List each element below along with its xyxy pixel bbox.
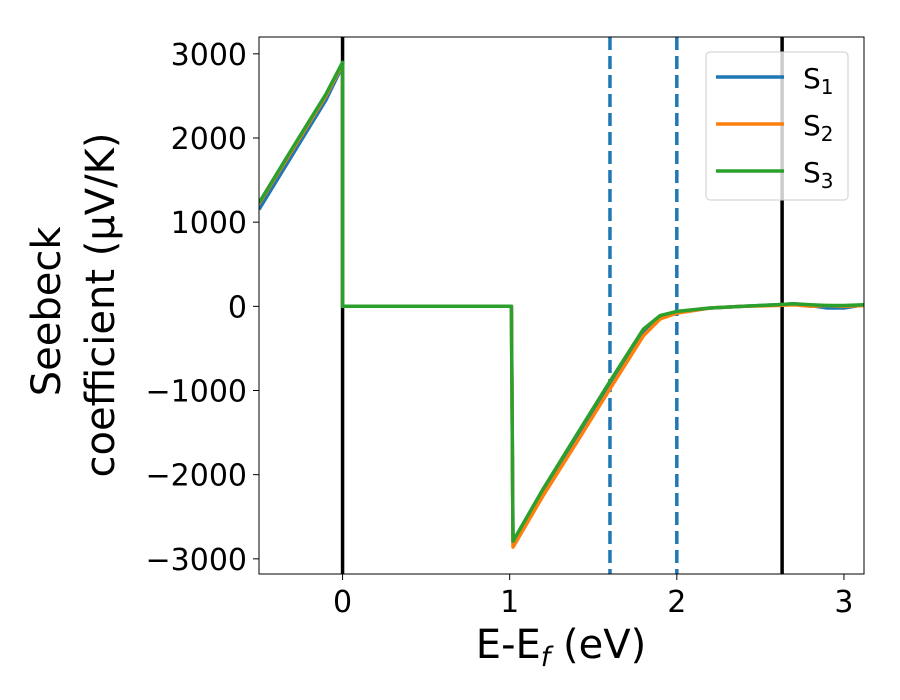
x-tick-label: 2 bbox=[667, 585, 686, 620]
y-tick-label: 0 bbox=[228, 290, 247, 325]
legend-box bbox=[705, 51, 849, 201]
legend: S1 S2 S3 bbox=[705, 51, 849, 201]
x-tick-label: 1 bbox=[500, 585, 519, 620]
y-tick-label: 1000 bbox=[171, 206, 247, 241]
y-tick-label: 3000 bbox=[171, 38, 247, 73]
x-tick-label: 3 bbox=[834, 585, 853, 620]
y-tick-label: −3000 bbox=[146, 543, 247, 578]
series-line-s3 bbox=[259, 60, 864, 543]
y-tick-label: 2000 bbox=[171, 122, 247, 157]
plot-frame bbox=[258, 36, 865, 575]
y-axis: −3000 −2000 −1000 0 1000 2000 3000 bbox=[146, 38, 259, 578]
legend-label-s3: S3 bbox=[803, 156, 834, 193]
series-layer bbox=[259, 60, 864, 549]
x-tick-label: 0 bbox=[333, 585, 352, 620]
legend-label-s1: S1 bbox=[803, 62, 834, 99]
legend-label-s2: S2 bbox=[803, 109, 834, 146]
y-tick-label: −2000 bbox=[146, 459, 247, 494]
x-axis-label: E-Ef (eV) bbox=[476, 622, 646, 673]
y-axis-label: Seebeck coefficient (μV/K) bbox=[24, 133, 124, 478]
y-tick-label: −1000 bbox=[146, 375, 247, 410]
x-axis: 0 1 2 3 bbox=[333, 574, 853, 620]
